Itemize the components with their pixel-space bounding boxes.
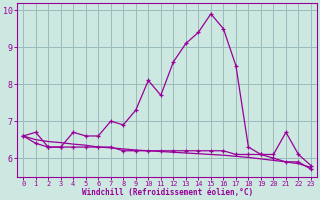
X-axis label: Windchill (Refroidissement éolien,°C): Windchill (Refroidissement éolien,°C) xyxy=(82,188,253,197)
